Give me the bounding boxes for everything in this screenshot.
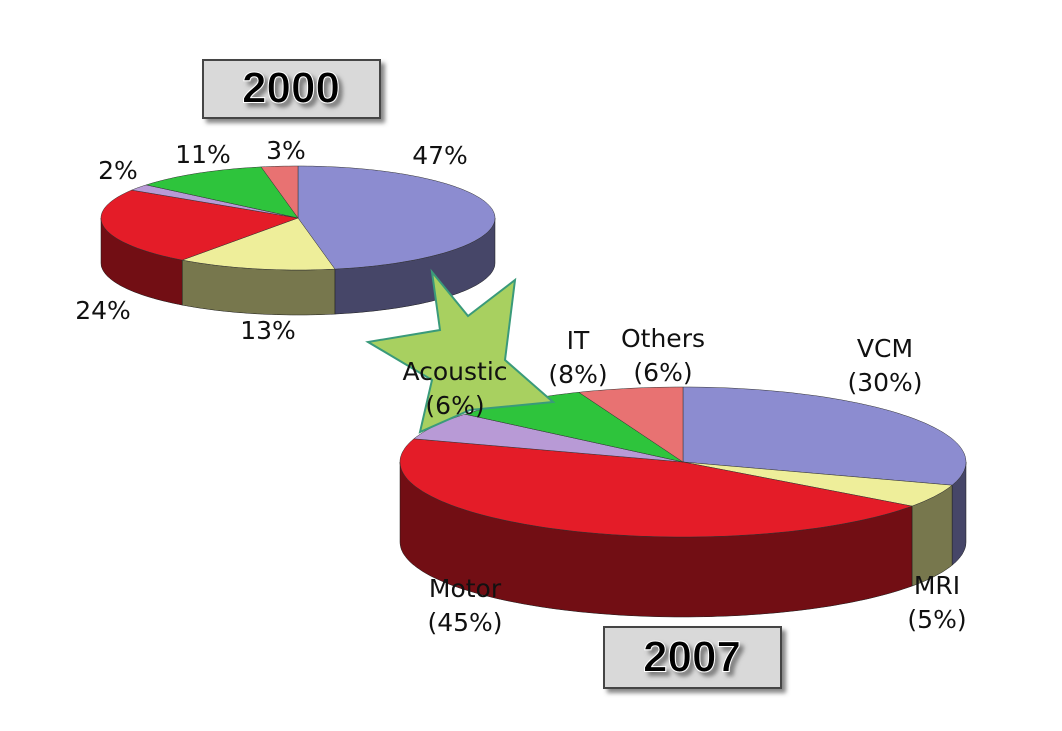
category-label: Motor: [429, 574, 502, 603]
pie-slice: [181, 217, 336, 271]
value-label: 13%: [240, 316, 296, 345]
value-label: (5%): [907, 605, 966, 634]
value-label: 47%: [412, 141, 468, 170]
pie-slice: [260, 165, 299, 219]
category-label: Acoustic: [402, 357, 507, 386]
value-label: (45%): [427, 608, 502, 637]
value-label: 24%: [75, 296, 131, 325]
pie-slice: [130, 184, 299, 219]
pie-slice: [682, 461, 953, 507]
pie: [100, 165, 496, 316]
value-label: (30%): [847, 368, 922, 397]
value-label: (6%): [425, 391, 484, 420]
arrow: [365, 268, 556, 434]
value-label: (8%): [548, 360, 607, 389]
chart-title: 2007: [643, 633, 741, 682]
category-label: Others: [621, 324, 705, 353]
pie-slice: [578, 386, 684, 463]
pie-slice: [100, 189, 299, 261]
pie-slice: [297, 165, 496, 270]
value-label: 3%: [266, 136, 306, 165]
category-label: IT: [567, 326, 590, 355]
value-label: (6%): [633, 358, 692, 387]
pie-slice: [682, 386, 967, 486]
value-label: 11%: [175, 140, 231, 169]
title-box: [202, 59, 381, 119]
category-label: MRI: [914, 571, 960, 600]
pie-slice: [399, 438, 913, 538]
chart-title: 2000: [242, 64, 340, 113]
category-label: VCM: [857, 334, 913, 363]
pie-slice: [145, 166, 299, 219]
title-box: [603, 626, 782, 689]
value-label: 2%: [98, 156, 138, 185]
pie: [399, 386, 967, 618]
